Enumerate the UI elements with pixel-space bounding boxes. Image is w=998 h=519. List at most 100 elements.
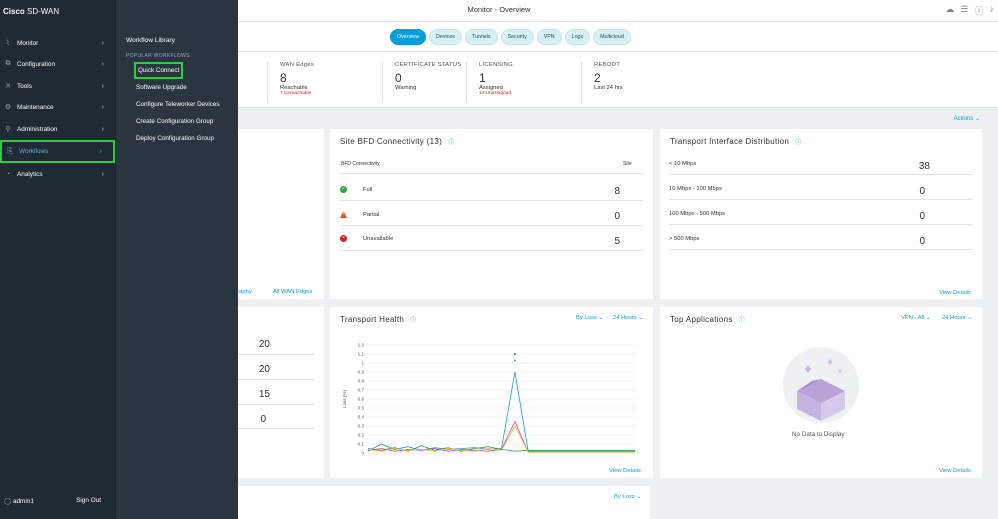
- sidebar-item-label: Analytics: [17, 170, 43, 178]
- y-tick-label: 1: [361, 361, 364, 366]
- vpn-filter[interactable]: VPN - All ⌄: [901, 315, 931, 321]
- workflow-software-upgrade[interactable]: Software Upgrade: [136, 84, 187, 91]
- info-icon[interactable]: ⓘ: [448, 140, 455, 146]
- popular-workflows-heading: POPULAR WORKFLOWS: [126, 53, 190, 59]
- help-icon[interactable]: ⓘ: [974, 6, 984, 16]
- analytics-icon: ◔: [5, 170, 11, 178]
- info-icon[interactable]: ⓘ: [738, 318, 745, 324]
- tab-multicloud[interactable]: Multicloud: [593, 29, 631, 45]
- dist-row-label[interactable]: < 10 Mbps: [669, 161, 697, 167]
- sidebar-item-workflows[interactable]: ⎘ Workflows ›: [0, 140, 115, 163]
- cloud-icon[interactable]: ☁: [945, 4, 955, 14]
- bfd-row-label[interactable]: Full: [363, 187, 373, 193]
- sidebar-item-label: Configuration: [17, 60, 56, 68]
- user-menu[interactable]: ◯ admin1: [4, 497, 34, 505]
- stat-label: CERTIFICATE STATUS: [395, 62, 462, 68]
- tab-devices[interactable]: Devices: [429, 29, 462, 45]
- y-tick-label: 1.1: [358, 352, 365, 357]
- tab-vpn[interactable]: VPN: [536, 29, 562, 45]
- workflow-library-link[interactable]: Workflow Library: [126, 37, 175, 44]
- sidebar: Cisco SD-WAN ⌇ Monitor › ⧉ Configuration…: [0, 0, 115, 519]
- brand-name: SD-WAN: [24, 7, 60, 16]
- y-tick-label: 0: [361, 451, 364, 456]
- chevron-right-icon: ›: [101, 103, 104, 111]
- dist-row-value: 38: [918, 161, 930, 172]
- divider: [340, 225, 643, 226]
- bfd-row-value: 5: [614, 236, 620, 247]
- workflow-icon: ⎘: [7, 147, 13, 155]
- stat-reboot[interactable]: REBOOT 2 Last 24 hrs: [581, 62, 623, 102]
- warning-icon: !: [340, 211, 347, 218]
- bell-icon[interactable]: ♪: [989, 4, 995, 14]
- chart-icon: ⌇: [6, 40, 10, 47]
- divider: [669, 224, 972, 225]
- stat-wan-edges[interactable]: WAN Edges 8 Reachable 7 Unreachable: [267, 62, 314, 102]
- sidebar-item-monitor[interactable]: ⌇ Monitor ›: [0, 33, 115, 53]
- info-icon[interactable]: ⓘ: [410, 318, 417, 324]
- chevron-right-icon: ›: [101, 39, 104, 47]
- bfd-row-label[interactable]: Partial: [363, 212, 380, 218]
- top-apps-title: Top Applications ⓘ: [670, 315, 745, 324]
- tab-tunnels[interactable]: Tunnels: [464, 29, 498, 45]
- bfd-card: Site BFD Connectivity (13) ⓘ BFD Connecti…: [330, 129, 653, 299]
- stat-sub: Reachable: [280, 85, 308, 91]
- bfd-row-label[interactable]: Unavailable: [363, 236, 394, 242]
- dist-row-label[interactable]: 100 Mbps - 500 Mbps: [669, 211, 726, 217]
- top-apps-card: Top Applications ⓘ VPN - All ⌄ 24 Hours ⌄…: [660, 307, 982, 478]
- stat-certificate[interactable]: CERTIFICATE STATUS 0 Warning: [382, 62, 461, 102]
- loss-filter[interactable]: By Loss ⌄: [576, 315, 604, 321]
- y-tick-label: 1.2: [358, 343, 365, 348]
- tab-security[interactable]: Security: [500, 29, 534, 45]
- sidebar-item-maintenance[interactable]: ⚙ Maintenance ›: [0, 97, 115, 117]
- left-card-upper: graphy All WAN Edges: [234, 129, 324, 299]
- y-tick-label: 0.8: [358, 379, 365, 384]
- stat-label: WAN Edges: [280, 62, 315, 68]
- view-details-link[interactable]: View Details: [609, 468, 641, 474]
- breadcrumb-section[interactable]: Monitor: [467, 5, 493, 14]
- all-wan-edges-link[interactable]: All WAN Edges: [273, 289, 313, 295]
- time-filter[interactable]: 24 Hours ⌄: [613, 315, 643, 321]
- sign-out-button[interactable]: Sign Out: [76, 497, 101, 504]
- info-icon[interactable]: ⓘ: [795, 140, 802, 146]
- divider: [238, 428, 314, 429]
- breadcrumb: Monitor - Overview: [0, 5, 998, 14]
- transport-health-card: Transport Health ⓘ By Loss ⌄ 24 Hours ⌄ 1…: [330, 307, 653, 478]
- time-filter[interactable]: 24 Hours ⌄: [942, 315, 972, 321]
- sidebar-item-administration[interactable]: ⚲ Administration ›: [0, 119, 115, 139]
- workflow-flyout: Workflow Library POPULAR WORKFLOWS Quick…: [115, 0, 238, 519]
- stat-bad: 14 Unassigned: [479, 91, 512, 96]
- left-value: 20: [258, 339, 270, 350]
- stat-value: 8: [280, 71, 287, 85]
- left-card-lower: 20 20 15 0: [238, 307, 324, 478]
- divider: [340, 250, 643, 251]
- workflow-create-config-group[interactable]: Create Configuration Group: [136, 118, 214, 125]
- workflow-deploy-config-group[interactable]: Deploy Configuration Group: [136, 135, 215, 142]
- dist-row-label[interactable]: > 500 Mbps: [669, 236, 700, 242]
- y-tick-label: 0.6: [358, 397, 365, 402]
- divider: [238, 404, 314, 405]
- divider: [340, 173, 643, 174]
- bottom-filter[interactable]: By Loss ⌄: [614, 494, 642, 500]
- transport-health-title-text: Transport Health: [340, 315, 405, 324]
- graphy-link[interactable]: graphy: [234, 289, 252, 295]
- stat-licensing[interactable]: LICENSING 1 Assigned 14 Unassigned: [466, 62, 513, 102]
- sidebar-item-configuration[interactable]: ⧉ Configuration ›: [0, 54, 115, 74]
- sidebar-item-label: Maintenance: [17, 103, 54, 111]
- view-details-link[interactable]: View Details: [939, 290, 971, 296]
- bfd-col-right: Site: [623, 161, 632, 167]
- view-details-link[interactable]: View Details: [939, 468, 971, 474]
- y-tick-label: 0.2: [358, 433, 365, 438]
- dist-row-label[interactable]: 10 Mbps - 100 Mbps: [669, 186, 722, 192]
- menu-icon[interactable]: ☰: [960, 4, 969, 14]
- actions-dropdown[interactable]: Actions ⌄: [953, 116, 980, 122]
- sidebar-item-tools[interactable]: ✕ Tools ›: [0, 76, 115, 96]
- stat-sub: Assigned: [479, 85, 503, 91]
- tab-logs[interactable]: Logs: [564, 29, 591, 45]
- brand-logo[interactable]: Cisco SD-WAN: [3, 7, 59, 16]
- tab-overview[interactable]: Overview: [390, 29, 427, 45]
- workflow-teleworker[interactable]: Configure Teleworker Devices: [136, 101, 220, 108]
- workflow-quick-connect[interactable]: Quick Connect: [134, 62, 184, 79]
- brand-bold: Cisco: [3, 7, 25, 16]
- sidebar-item-analytics[interactable]: ◔ Analytics ›: [0, 164, 115, 184]
- y-tick-label: 0.3: [358, 424, 365, 429]
